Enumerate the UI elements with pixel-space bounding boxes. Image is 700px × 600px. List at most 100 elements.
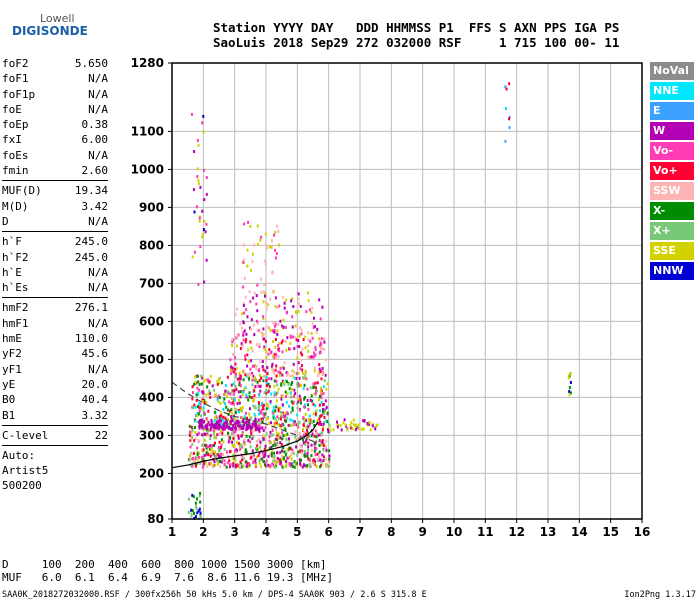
echo-point	[308, 308, 311, 312]
echo-point	[249, 425, 252, 429]
echo-point	[209, 437, 212, 441]
echo-point	[303, 397, 306, 401]
echo-point	[194, 515, 197, 519]
echo-point	[280, 397, 283, 401]
param-label: yF1	[2, 362, 22, 376]
echo-point	[232, 389, 235, 393]
echo-point	[245, 395, 248, 399]
echo-point	[282, 434, 285, 438]
echo-point	[209, 374, 212, 378]
echo-point	[304, 369, 307, 373]
echo-point	[202, 391, 205, 395]
echo-point	[200, 418, 203, 422]
echo-point	[197, 438, 200, 442]
echo-point	[199, 424, 202, 428]
echo-point	[199, 414, 202, 418]
echo-point	[336, 420, 339, 424]
echo-point	[243, 440, 246, 444]
echo-point	[198, 401, 201, 405]
echo-point	[285, 348, 288, 352]
echo-point	[253, 389, 256, 393]
echo-point	[272, 355, 275, 359]
echo-point	[266, 402, 269, 406]
param-value: 245.0	[74, 250, 108, 264]
echo-point	[281, 437, 284, 441]
echo-point	[249, 367, 252, 371]
echo-point	[226, 408, 229, 412]
echo-point	[279, 410, 282, 414]
echo-point	[259, 411, 262, 415]
echo-point	[295, 376, 298, 380]
echo-point	[237, 410, 240, 414]
echo-point	[280, 382, 283, 386]
echo-point	[318, 422, 321, 426]
echo-point	[240, 342, 243, 346]
echo-point	[245, 338, 248, 342]
echo-point	[242, 321, 245, 325]
echo-point	[311, 399, 314, 403]
echo-point	[319, 433, 322, 437]
echo-point	[294, 324, 297, 328]
echo-point	[322, 426, 325, 430]
echo-point	[299, 463, 302, 467]
echo-point	[255, 427, 258, 431]
echo-point	[293, 347, 296, 351]
echo-point	[298, 394, 301, 398]
echo-point	[321, 428, 324, 432]
echo-point	[274, 368, 277, 372]
echo-point	[234, 465, 237, 469]
echo-point	[263, 455, 266, 459]
echo-point	[248, 376, 251, 380]
legend-item: NNE	[650, 82, 694, 100]
echo-point	[203, 280, 206, 284]
echo-point	[371, 424, 374, 428]
echo-point	[307, 418, 310, 422]
echo-point	[199, 491, 202, 495]
echo-point	[203, 453, 206, 457]
echo-point	[283, 427, 286, 431]
echo-point	[204, 438, 207, 442]
echo-point	[310, 454, 313, 458]
echo-point	[258, 373, 261, 377]
echo-point	[320, 423, 323, 427]
echo-point	[251, 383, 254, 387]
echo-point	[245, 393, 248, 397]
echo-point	[235, 387, 238, 391]
echo-point	[286, 411, 289, 415]
echo-point	[231, 440, 234, 444]
echo-point	[295, 445, 298, 449]
echo-point	[259, 384, 262, 388]
echo-point	[199, 500, 202, 504]
echo-point	[221, 431, 224, 435]
muf-table: D 100 200 400 600 800 1000 1500 3000 [km…	[2, 558, 333, 584]
y-tick-label: 1280	[131, 56, 164, 70]
echo-point	[320, 443, 323, 447]
echo-point	[282, 325, 285, 329]
logo-lowell: Lowell	[40, 12, 75, 25]
echo-point	[266, 417, 269, 421]
echo-point	[299, 449, 302, 453]
echo-point	[289, 464, 292, 468]
echo-point	[276, 391, 279, 395]
echo-point	[192, 406, 195, 410]
echo-point	[196, 391, 199, 395]
echo-point	[264, 450, 267, 454]
echo-point	[276, 332, 279, 336]
echo-point	[201, 424, 204, 428]
echo-point	[202, 448, 205, 452]
echo-point	[240, 465, 243, 469]
echo-point	[284, 411, 287, 415]
x-tick-label: 9	[418, 525, 426, 539]
echo-point	[249, 430, 252, 434]
echo-point	[315, 409, 318, 413]
echo-point	[320, 460, 323, 464]
echo-point	[190, 452, 193, 456]
legend-item: X-	[650, 202, 694, 220]
echo-point	[248, 435, 251, 439]
echo-point	[303, 450, 306, 454]
echo-point	[202, 380, 205, 384]
echo-point	[196, 404, 199, 408]
echo-point	[308, 423, 311, 427]
echo-point	[243, 222, 246, 226]
echo-point	[350, 421, 353, 425]
